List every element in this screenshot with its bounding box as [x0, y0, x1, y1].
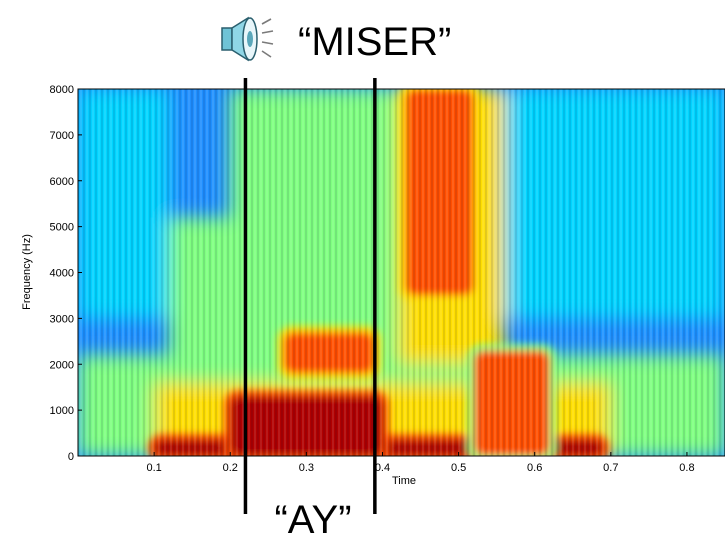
x-tick-label: 0.8: [679, 462, 694, 474]
x-tick-label: 0.1: [146, 462, 161, 474]
y-tick-label: 5000: [50, 222, 74, 234]
y-tick-label: 1000: [50, 405, 74, 417]
y-tick-label: 2000: [50, 359, 74, 371]
spectral-band: [496, 89, 725, 319]
y-tick-label: 3000: [50, 313, 74, 325]
y-tick-label: 8000: [50, 84, 74, 96]
word-label: “MISER”: [298, 20, 451, 64]
energy-region-ay-second-formant: [283, 332, 375, 374]
energy-region-s-frication: [405, 89, 474, 296]
y-axis: 0 1000 2000 3000 4000 5000 6000 7000 8000: [50, 84, 82, 463]
speaker-icon[interactable]: [221, 16, 274, 62]
x-tick-label: 0.5: [451, 462, 466, 474]
energy-region-ay-low-formant: [230, 396, 383, 456]
y-tick-label: 0: [68, 451, 74, 463]
spectral-band: [230, 89, 421, 218]
y-tick-label: 6000: [50, 176, 74, 188]
spectral-band: [78, 89, 170, 319]
x-tick-label: 0.2: [223, 462, 238, 474]
x-tick-label: 0.7: [603, 462, 618, 474]
y-axis-label: Frequency (Hz): [21, 234, 33, 310]
y-tick-label: 7000: [50, 130, 74, 142]
x-tick-label: 0.3: [299, 462, 314, 474]
segment-label: “AY”: [274, 498, 351, 537]
energy-region-er-formants: [473, 350, 550, 456]
x-tick-label: 0.6: [527, 462, 542, 474]
x-axis-label: Time: [392, 475, 416, 487]
x-axis: 0.1 0.2 0.3 0.4 0.5 0.6 0.7 0.8: [146, 452, 695, 474]
x-tick-label: 0.4: [375, 462, 390, 474]
spectrogram-plot: 0 1000 2000 3000 4000 5000 6000 7000 8000 0.1 0.2…: [21, 84, 725, 487]
y-tick-label: 4000: [50, 268, 74, 280]
